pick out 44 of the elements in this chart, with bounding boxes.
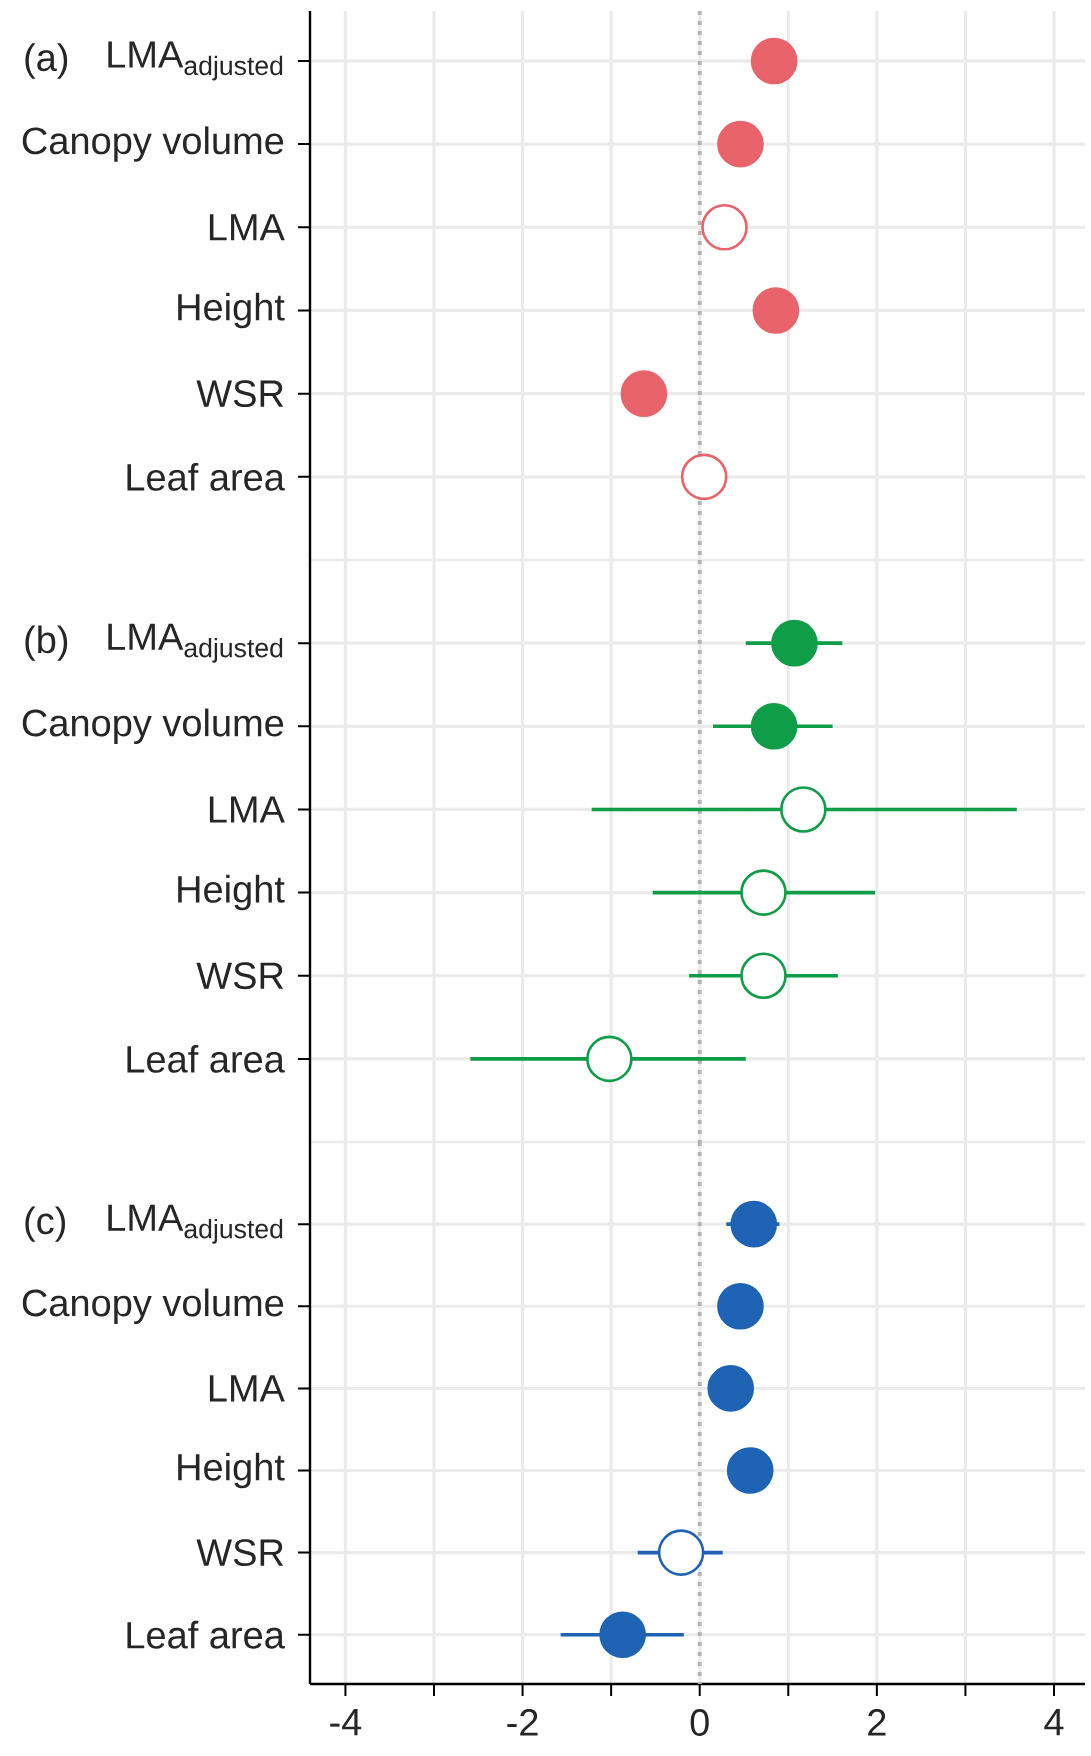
x-tick-label: 0 [690,1709,709,1736]
y-tick-label: Height [178,1452,285,1489]
y-tick-label: LMA$_{adjusted}$ [108,41,283,81]
point [620,370,668,417]
x-tick-label: -4 [330,1709,362,1736]
y-tick-label: LMA [209,796,285,823]
y-tick-label: WSR [196,1539,284,1567]
text: (c) [25,1206,65,1242]
point [657,1529,705,1576]
point [717,120,764,168]
point [680,453,728,501]
point [586,1035,633,1083]
y-tick-label: Leaf area [127,1044,285,1073]
point [717,1282,764,1330]
point [750,703,798,750]
point [730,1200,778,1248]
text: (b) [25,625,68,661]
y-tick-label: WSR [196,380,284,408]
y-tick-label: Canopy volume [22,1288,284,1324]
x-tick-label: 4 [1044,1709,1064,1736]
y-tick-label: Height [178,292,285,329]
x-tick-label: 2 [868,1709,886,1736]
point [740,952,787,1000]
y-tick-label: Canopy volume [22,708,284,744]
point [599,1611,646,1659]
y-tick-label: LMA$_{adjusted}$ [108,1204,283,1244]
point [701,203,748,251]
y-tick-label: Height [178,874,285,911]
y-tick-label: Canopy volume [22,126,284,162]
point [707,1365,755,1412]
y-tick-label: Leaf area [127,1620,285,1649]
y-tick-label: LMA [209,214,285,241]
y-tick-label: Leaf area [127,462,285,491]
point [752,287,800,334]
y-tick-label: LMA [209,1375,285,1402]
y-tick-label: WSR [196,962,284,990]
point [771,619,818,667]
point [740,869,787,916]
y-tick-label: LMA$_{adjusted}$ [108,623,283,663]
point [726,1447,774,1494]
point [750,37,798,85]
text: (a) [25,43,68,79]
point [780,786,827,833]
x-tick-label: -2 [507,1709,538,1736]
